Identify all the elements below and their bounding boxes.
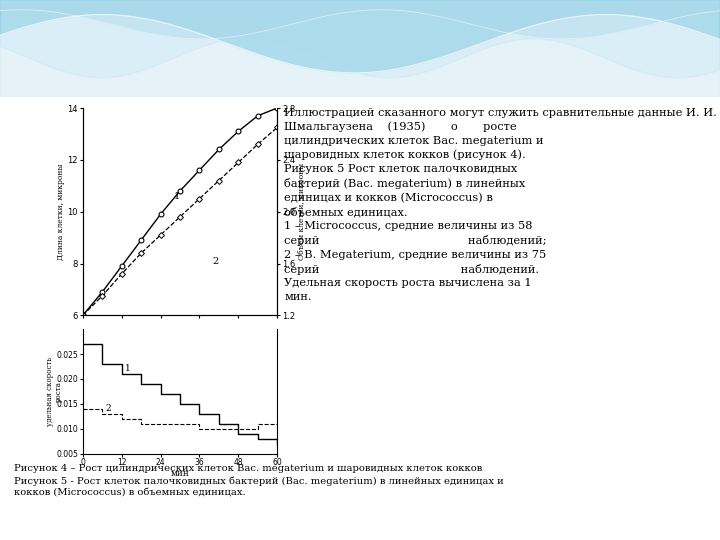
Text: Рисунок 4 – Рост цилиндрических клеток Bac. megaterium и шаровидных клеток кокко: Рисунок 4 – Рост цилиндрических клеток B… (14, 464, 504, 498)
Text: Иллюстрацией сказанного могут служить сравнительные данные И. И.
Шмальгаузена   : Иллюстрацией сказанного могут служить ср… (284, 108, 717, 302)
Text: 1: 1 (174, 192, 180, 201)
Y-axis label: удельная скорость
роста: удельная скорость роста (46, 357, 63, 426)
Text: 2: 2 (212, 256, 219, 266)
Y-axis label: Объем клетки, микроны: Объем клетки, микроны (298, 163, 306, 260)
X-axis label: мин: мин (171, 469, 189, 478)
Text: 1: 1 (125, 364, 130, 374)
Y-axis label: Длина клетки, микроны: Длина клетки, микроны (57, 164, 65, 260)
Text: 2: 2 (105, 404, 111, 413)
